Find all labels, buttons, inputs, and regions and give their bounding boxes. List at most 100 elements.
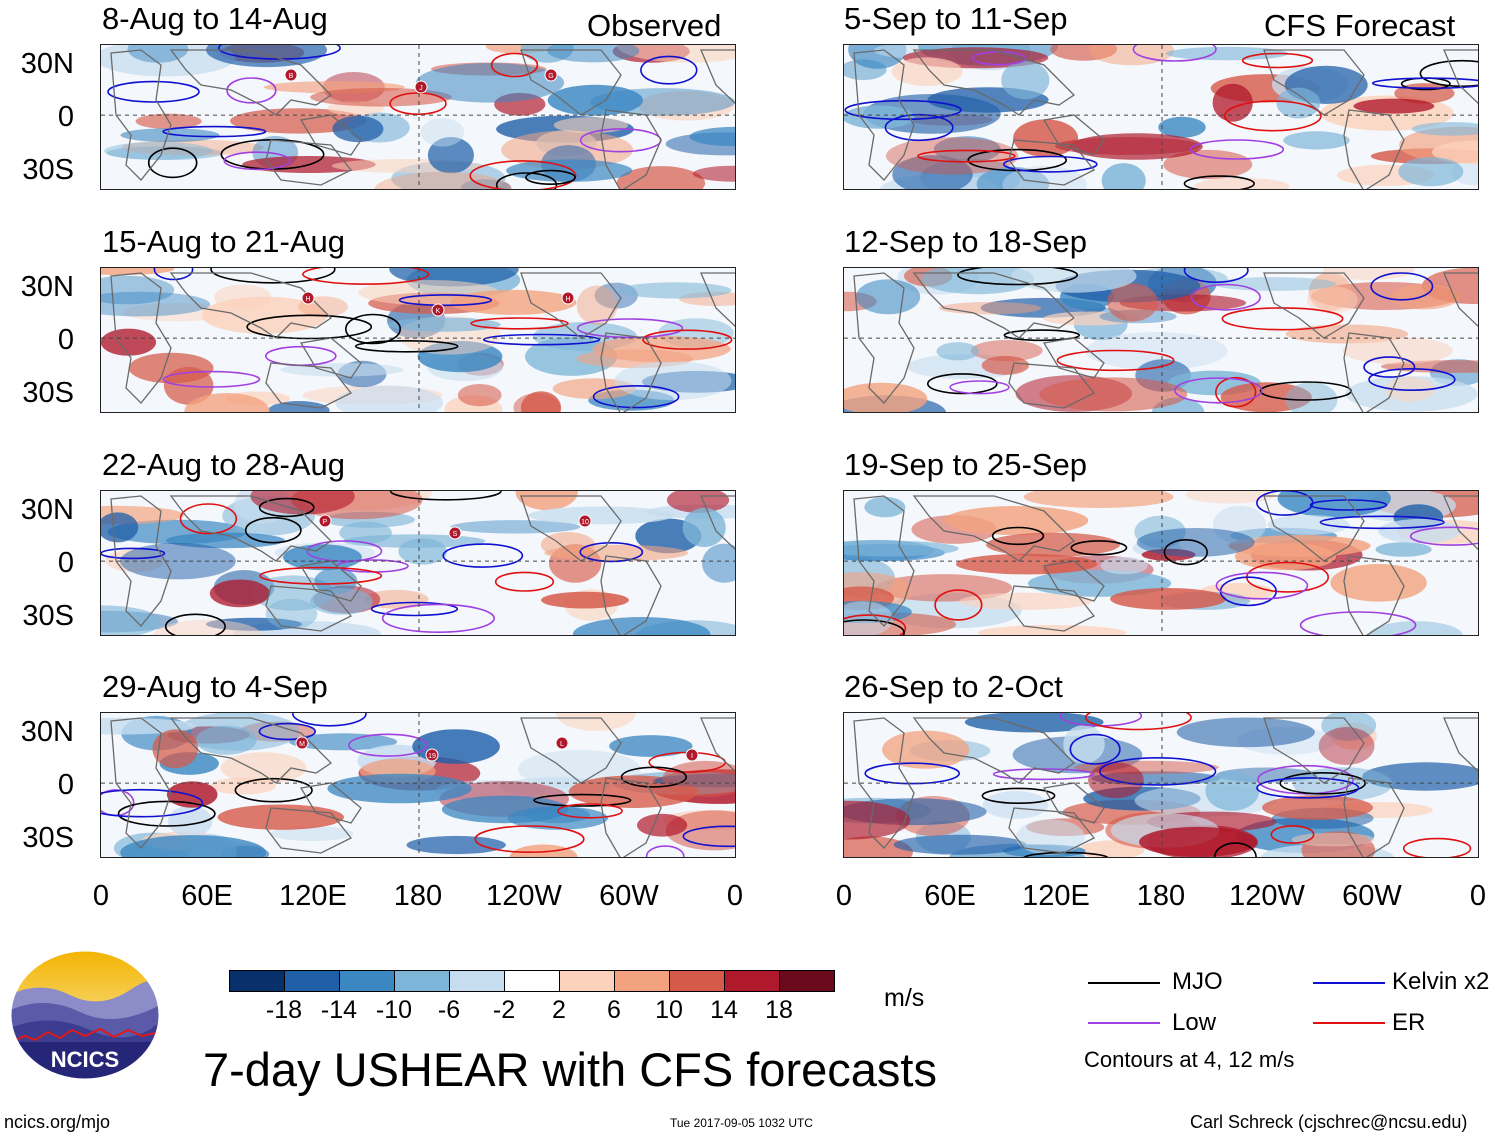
shading-blob xyxy=(682,507,726,548)
lon-label: 0 xyxy=(835,880,853,912)
shading-blob xyxy=(976,166,1050,189)
lon-label: 180 xyxy=(393,880,443,912)
shading-blob xyxy=(1085,332,1228,370)
shading-blob xyxy=(1015,819,1085,855)
coastline xyxy=(600,109,662,189)
colorbar-swatch xyxy=(229,970,285,992)
shading-blob xyxy=(892,155,973,189)
colorbar-label: -10 xyxy=(375,996,413,1024)
shading-blob xyxy=(982,791,1049,819)
shading-blob xyxy=(101,328,157,356)
legend-low-line xyxy=(1088,1022,1160,1024)
storm-marker: J xyxy=(414,80,428,94)
anomaly-contour xyxy=(1190,283,1261,311)
coastline xyxy=(1443,717,1478,772)
lon-label: 120E xyxy=(279,880,347,912)
anomaly-contour xyxy=(370,601,459,617)
colorbar-label: -6 xyxy=(437,996,461,1024)
anomaly-contour xyxy=(469,160,577,189)
footer-author: Carl Schreck (cjschrec@ncsu.edu) xyxy=(1190,1112,1468,1132)
storm-marker: M xyxy=(295,736,309,750)
shading-blob xyxy=(1013,119,1079,157)
shading-blob xyxy=(1163,149,1253,180)
shading-blob xyxy=(981,355,1030,375)
shading-blob xyxy=(943,506,1089,535)
shading-blob xyxy=(1390,284,1460,310)
coastline xyxy=(1343,555,1405,635)
map-panel-fcst-1 xyxy=(843,44,1479,190)
anomaly-contour xyxy=(991,526,1045,546)
anomaly-contour xyxy=(1419,59,1478,88)
anomaly-contour xyxy=(1215,571,1309,600)
coastline xyxy=(1263,49,1365,116)
map-panel-obs-2: H K H xyxy=(100,267,736,413)
shading-blob xyxy=(1262,795,1373,820)
anomaly-contour xyxy=(259,566,383,585)
coastline xyxy=(299,782,362,824)
anomaly-contour xyxy=(620,766,688,788)
anomaly-contour xyxy=(1174,377,1263,404)
coastline xyxy=(299,114,362,156)
shading-blob xyxy=(1136,528,1255,557)
colorbar-swatch xyxy=(394,970,450,992)
lat-label-30s: 30S xyxy=(22,154,74,186)
shading-blob xyxy=(547,45,640,63)
coastline xyxy=(600,777,662,857)
shading-blob xyxy=(415,63,565,103)
anomaly-contour xyxy=(981,787,1056,805)
colorbar-labels: -18 -14 -10 -6 -2 2 6 10 14 18 xyxy=(229,996,834,1026)
shading-blob xyxy=(662,760,735,797)
storm-marker: 10 xyxy=(578,514,592,528)
shading-blob xyxy=(1384,376,1435,402)
shading-blob xyxy=(152,619,263,635)
map-panel-fcst-2 xyxy=(843,267,1479,413)
legend-kelvin-label: Kelvin x2 xyxy=(1392,968,1490,995)
coastline xyxy=(700,495,735,550)
shading-blob xyxy=(1110,588,1227,610)
legend-mjo-line xyxy=(1088,982,1160,984)
anomaly-contour xyxy=(1223,100,1322,132)
shading-blob xyxy=(618,282,732,299)
colorbar xyxy=(229,970,835,992)
shading-blob xyxy=(101,291,211,317)
colorbar-swatch xyxy=(669,970,725,992)
shading-blob xyxy=(1321,713,1377,741)
shading-blob xyxy=(374,171,513,189)
panel-title-fcst-1: 5-Sep to 11-Sep xyxy=(844,1,1068,36)
coastline xyxy=(1263,272,1365,339)
shading-blob xyxy=(342,534,486,548)
coastline xyxy=(299,337,362,379)
storm-marker: H xyxy=(561,291,575,305)
coastline xyxy=(265,362,353,409)
anomaly-contour xyxy=(179,503,238,535)
lon-label: 60W xyxy=(1342,880,1402,912)
colorbar-swatch xyxy=(339,970,395,992)
legend-low-label: Low xyxy=(1172,1009,1217,1036)
anomaly-contour xyxy=(265,345,337,367)
shading-blob xyxy=(970,340,1043,362)
shading-blob xyxy=(959,592,1092,610)
legend-mjo-label: MJO xyxy=(1172,968,1223,995)
anomaly-contour xyxy=(1256,777,1360,799)
shading-blob xyxy=(1107,283,1158,322)
shading-blob xyxy=(844,800,911,840)
shading-blob xyxy=(1139,826,1257,857)
colorbar-label: -18 xyxy=(265,996,303,1024)
shading-blob xyxy=(506,159,633,182)
shading-blob xyxy=(450,289,577,315)
shading-blob xyxy=(513,393,561,412)
anomaly-contour xyxy=(244,516,302,544)
colorbar-label: 18 xyxy=(765,996,793,1024)
anomaly-contour xyxy=(1215,376,1257,408)
coastline xyxy=(299,560,362,602)
shading-blob xyxy=(692,165,735,182)
lat-label-30n: 30N xyxy=(20,494,74,526)
shading-blob xyxy=(637,813,688,837)
shading-blob xyxy=(1342,337,1453,365)
anomaly-contour xyxy=(153,268,194,281)
footer-url: ncics.org/mjo xyxy=(4,1112,111,1132)
coastline xyxy=(1008,807,1096,854)
anomaly-contour xyxy=(107,80,200,103)
coastline xyxy=(912,495,1076,562)
anomaly-contour xyxy=(1270,825,1315,844)
